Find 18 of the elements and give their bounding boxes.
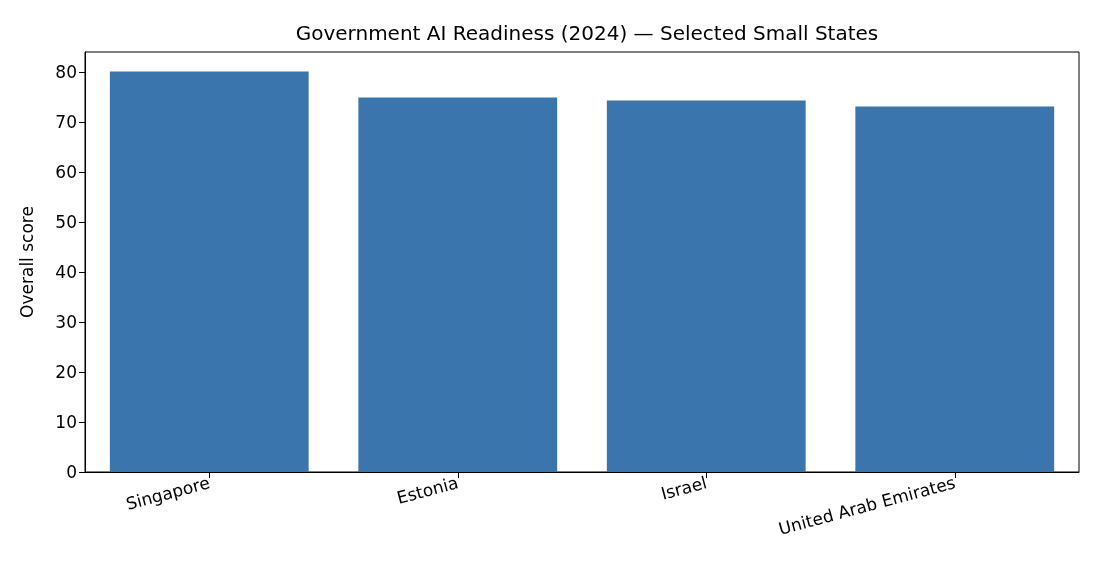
y-tick-label: 0 [66, 462, 77, 482]
y-axis-title: Overall score [16, 206, 37, 318]
y-tick-label: 10 [55, 412, 77, 432]
x-tick-label: United Arab Emirates [776, 472, 958, 539]
x-tick-label: Israel [658, 472, 709, 504]
y-tick-label: 50 [55, 212, 77, 232]
y-tick-label: 60 [55, 162, 77, 182]
y-tick-label: 80 [55, 62, 77, 82]
y-tick-label: 30 [55, 312, 77, 332]
chart-title: Government AI Readiness (2024) — Selected Small States [295, 21, 879, 45]
bar [855, 106, 1055, 472]
bar [606, 100, 806, 472]
y-tick-label: 70 [55, 112, 77, 132]
x-tick-label: Estonia [394, 472, 461, 508]
y-tick-label: 20 [55, 362, 77, 382]
bar [109, 71, 309, 472]
y-tick-label: 40 [55, 262, 77, 282]
bar [358, 97, 558, 472]
